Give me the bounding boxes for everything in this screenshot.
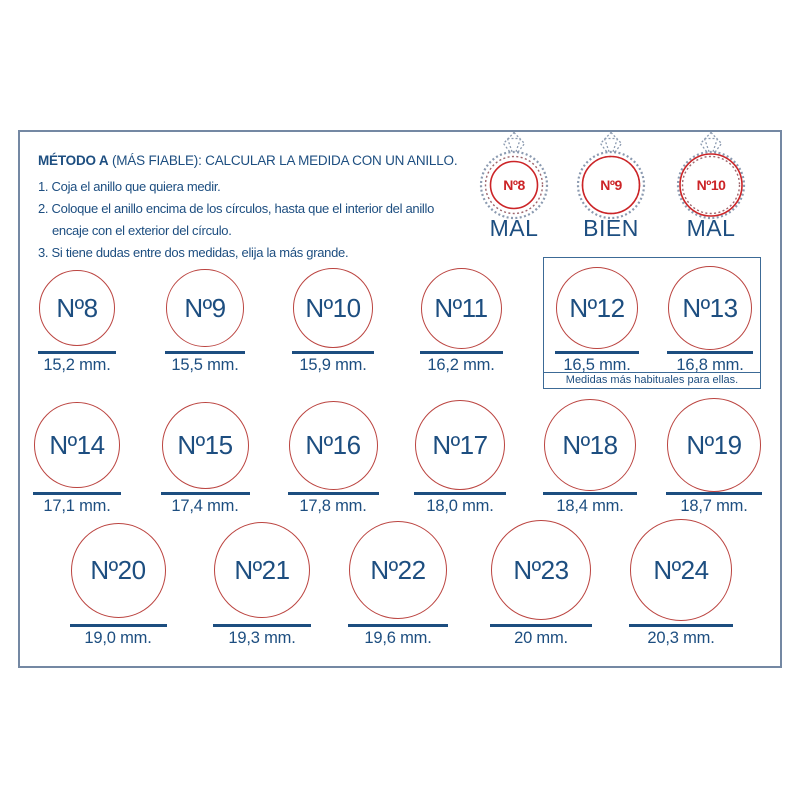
fit-circle-good [581,155,641,215]
ring-illustration-icon: Nº8 [479,131,549,220]
instruction-line: 1. Coja el anillo que quiera medir. [38,179,221,194]
ring-illustration-icon: Nº9 [576,131,646,220]
size-circle-n21 [213,521,311,619]
size-label: Nº9 [184,293,226,323]
size-circle-n11 [420,267,502,349]
measure-value: 16,8 mm. [676,356,744,374]
measure-line [292,351,374,354]
verdict-label-mal-1: MAL [489,215,539,241]
size-label: Nº20 [90,555,146,585]
measure-line [33,492,121,495]
size-label: Nº17 [432,430,488,460]
size-circle-n8 [39,270,115,346]
common-sizes-caption: Medidas más habituales para ellas. [544,372,760,388]
verdict-label-bien-2: BIEN [583,215,639,241]
measure-value: 17,4 mm. [171,497,239,515]
size-circle-n10 [293,268,373,348]
fit-circle-small [489,160,539,210]
measure-value: 17,1 mm. [43,497,111,515]
size-label: Nº18 [562,430,618,460]
measure-line [287,492,379,495]
example-ring-3: Nº10 [668,128,754,224]
fit-circle-big [679,153,743,217]
measure-line [666,492,762,495]
ring-illustration-icon: Nº10 [676,131,746,220]
size-circle-n12 [555,266,639,350]
measure-value: 18,7 mm. [680,497,748,515]
measure-line [414,492,506,495]
size-label: Nº15 [177,430,233,460]
size-label: Nº16 [305,430,361,460]
ring-band-outer [576,150,646,220]
measure-line [165,351,245,354]
measure-line [160,492,250,495]
size-label: Nº23 [513,555,569,585]
measure-value: 15,2 mm. [43,356,111,374]
size-label: Nº8 [56,293,98,323]
measure-value: 18,4 mm. [556,497,624,515]
measure-value: 19,0 mm. [84,629,152,647]
method-title-rest: (MÁS FIABLE): CALCULAR LA MEDIDA CON UN … [108,153,458,168]
size-label: Nº21 [234,555,290,585]
measure-value: 16,2 mm. [427,356,495,374]
measure-line [348,624,448,627]
size-circle-n18 [544,399,636,491]
measure-line [629,624,733,627]
example-ring-size-label: Nº9 [600,177,622,193]
common-sizes-box: Medidas más habituales para ellas. [543,257,761,389]
size-circle-n16 [288,400,378,490]
example-ring-size-label: Nº8 [503,177,525,193]
size-circle-n20 [70,522,166,618]
measure-value: 16,5 mm. [563,356,631,374]
ring-band-inner [484,155,544,215]
size-circle-n9 [166,269,244,347]
measure-line [490,624,592,627]
measure-line [667,351,753,354]
measure-value: 19,6 mm. [364,629,432,647]
size-circle-n24 [630,519,732,621]
example-ring-1: Nº8 [471,128,557,224]
size-circle-n13 [668,266,752,350]
size-label: Nº14 [49,430,105,460]
size-circle-n17 [415,400,505,490]
measure-line [554,351,640,354]
size-circle-n23 [491,520,591,620]
size-circle-n19 [667,398,761,492]
method-title-bold: MÉTODO A [38,153,109,168]
measure-value: 17,8 mm. [299,497,367,515]
size-label: Nº13 [682,293,738,323]
measure-value: 18,0 mm. [426,497,494,515]
example-ring-size-label: Nº10 [697,177,727,193]
ring-band-inner [681,155,741,215]
verdict-label-mal-3: MAL [686,215,736,241]
size-label: Nº10 [305,293,361,323]
measure-value: 19,3 mm. [228,629,296,647]
example-ring-2: Nº9 [568,128,654,224]
instructions-list: 1. Coja el anillo que quiera medir. 2. Co… [38,176,434,264]
instruction-line: encaje con el exterior del círculo. [52,223,232,238]
instruction-line: 3. Si tiene dudas entre dos medidas, eli… [38,245,349,260]
size-circle-n15 [161,401,249,489]
size-label: Nº24 [653,555,709,585]
size-circle-n14 [34,402,120,488]
method-title: MÉTODO A (MÁS FIABLE): CALCULAR LA MEDID… [38,153,458,168]
size-label: Nº22 [370,555,426,585]
size-label: Nº12 [569,293,625,323]
measure-line [212,624,312,627]
size-label: Nº11 [434,293,488,323]
measure-value: 20,3 mm. [647,629,715,647]
ring-band-outer [676,150,746,220]
measure-line [419,351,503,354]
measure-value: 15,5 mm. [171,356,239,374]
size-circle-n22 [349,521,447,619]
size-label: Nº19 [686,430,742,460]
measure-line [38,351,116,354]
measure-value: 15,9 mm. [299,356,367,374]
instruction-line: 2. Coloque el anillo encima de los círcu… [38,201,435,216]
measure-value: 20 mm. [514,629,568,647]
measure-line [543,492,637,495]
measure-line [69,624,167,627]
